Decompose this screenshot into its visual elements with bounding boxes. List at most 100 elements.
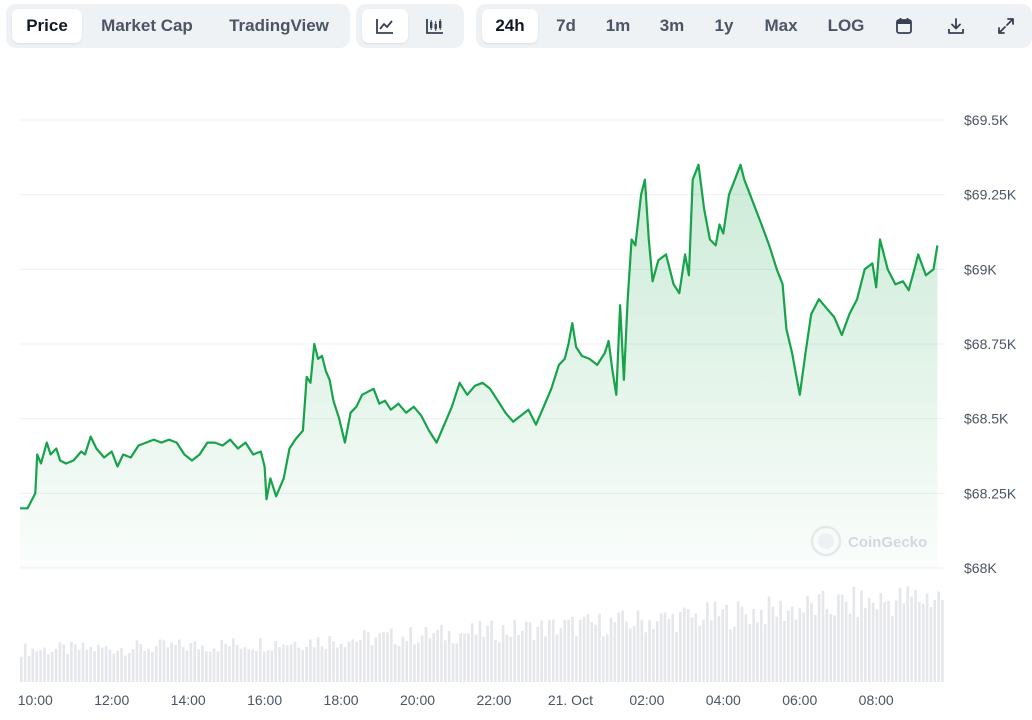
volume-bar (370, 645, 374, 682)
tab-market-cap[interactable]: Market Cap (101, 16, 193, 35)
volume-bar (85, 649, 89, 682)
y-tick-label: $68.75K (964, 336, 1017, 352)
price-chart-svg[interactable]: $69.5K $69.25K $69K $68.75K $68.5K $68.25K $68… (0, 60, 1032, 720)
volume-bar (212, 648, 216, 682)
x-tick-label: 21. Oct (548, 692, 593, 708)
volume-bar (463, 633, 466, 682)
volume-bar (594, 624, 597, 682)
volume-bar (162, 640, 166, 682)
volume-bar (675, 631, 678, 682)
volume-bar (598, 613, 601, 682)
volume-bar (482, 636, 486, 682)
volume-bar (856, 617, 860, 682)
volume-bar (301, 650, 305, 682)
volume-bar (81, 642, 85, 682)
volume-bar (779, 600, 782, 682)
volume-bar (401, 636, 405, 682)
volume-bar (158, 639, 162, 682)
volume-bar (729, 629, 732, 682)
volume-bar (243, 647, 247, 682)
volume-bar (174, 645, 177, 682)
tab-price[interactable]: Price (12, 9, 82, 43)
volume-bar (825, 608, 829, 682)
range-1m[interactable]: 1m (605, 16, 631, 35)
volume-bar (274, 641, 278, 682)
calendar-button[interactable] (880, 9, 928, 43)
coingecko-watermark: CoinGecko (810, 525, 927, 557)
volume-bar (540, 620, 543, 682)
volume-bar (73, 644, 77, 682)
volume-bar (717, 616, 721, 682)
tab-tradingview[interactable]: TradingView (229, 16, 329, 35)
volume-bar (551, 619, 555, 682)
volume-bar (100, 647, 104, 682)
volume-bar (413, 644, 416, 682)
y-tick-label: $69.25K (964, 187, 1017, 203)
range-max[interactable]: Max (764, 16, 798, 35)
volume-bar (798, 607, 802, 682)
x-tick-label: 18:00 (324, 692, 359, 708)
volume-bar (652, 629, 655, 682)
volume-bar (390, 628, 393, 682)
volume-bar (208, 651, 212, 682)
volume-bar (736, 601, 740, 682)
volume-bar (386, 632, 389, 682)
x-tick-label: 12:00 (94, 692, 129, 708)
volume-bar (582, 616, 586, 682)
price-line[interactable] (20, 163, 939, 510)
volume-bar (648, 620, 651, 682)
volume-bar (713, 601, 717, 682)
volume-bar (883, 602, 886, 682)
volume-bar (505, 634, 509, 682)
watermark-text: CoinGecko (848, 534, 927, 551)
line-chart-button[interactable] (362, 9, 408, 43)
volume-bar (613, 622, 617, 682)
range-1y[interactable]: 1y (714, 16, 734, 35)
volume-bar (116, 650, 120, 682)
expand-button[interactable] (984, 9, 1028, 43)
chart-type-group (356, 4, 464, 48)
volume-bar (902, 603, 906, 682)
candlestick-button[interactable] (412, 9, 458, 43)
volume-bar (139, 644, 143, 682)
volume-bar (278, 647, 281, 682)
volume-bar (20, 656, 23, 682)
volume-bar (374, 637, 378, 682)
range-24h[interactable]: 24h (482, 9, 538, 43)
log-scale-toggle[interactable]: LOG (827, 16, 865, 35)
volume-bar (544, 636, 547, 682)
volume-bar (501, 625, 505, 682)
volume-bar (147, 648, 150, 682)
volume-bar (605, 634, 609, 682)
volume-bar (494, 639, 497, 682)
volume-bar (609, 617, 613, 682)
volume-bar (490, 620, 493, 682)
chart-toolbar: Price Market Cap TradingView 24h 7d 1m 3… (0, 4, 1032, 48)
volume-bar (193, 641, 197, 682)
volume-bar (898, 587, 902, 682)
volume-bar (378, 633, 382, 682)
x-tick-label: 06:00 (782, 692, 817, 708)
volume-bar (50, 651, 54, 682)
volume-bar (644, 632, 648, 682)
volume-bar (151, 651, 154, 682)
volume-bar (721, 608, 725, 682)
range-7d[interactable]: 7d (556, 16, 576, 35)
volume-bar (775, 616, 779, 682)
volume-bar (231, 638, 235, 682)
range-3m[interactable]: 3m (659, 16, 685, 35)
x-tick-label: 10:00 (18, 692, 53, 708)
volume-bar (197, 649, 200, 682)
x-tick-label: 14:00 (171, 692, 206, 708)
volume-bar (428, 638, 432, 682)
volume-bar (216, 651, 220, 682)
volume-bar (578, 619, 582, 682)
volume-bar (312, 647, 316, 682)
volume-bar (420, 635, 424, 682)
price-chart[interactable]: $69.5K $69.25K $69K $68.75K $68.5K $68.25K $68… (0, 60, 1032, 720)
volume-bar (35, 651, 39, 682)
download-button[interactable] (932, 9, 980, 43)
volume-bar (740, 606, 744, 682)
volume-bar (328, 635, 331, 682)
volume-bar (247, 649, 251, 682)
